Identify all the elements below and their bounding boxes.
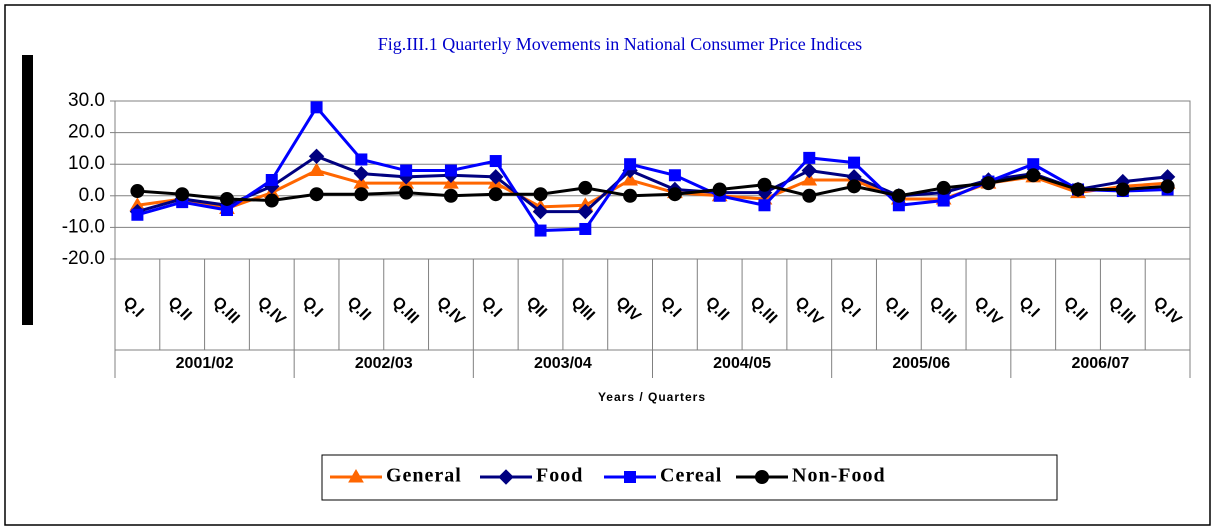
data-point [712,182,727,197]
data-point [848,156,861,169]
data-point [667,187,682,202]
data-point [1115,182,1130,197]
data-point [488,169,504,185]
legend-marker [755,470,769,484]
legend-label: Cereal [660,465,722,487]
x-axis-title: Years / Quarters [598,390,706,404]
data-point [1026,168,1041,183]
legend-label: General [386,465,462,487]
data-point [354,187,369,202]
data-point [577,203,594,220]
group-label: 2003/04 [534,355,592,372]
data-point [1071,182,1086,197]
data-point [219,191,234,206]
data-point [355,153,368,166]
data-point [488,187,503,202]
data-point [624,158,637,171]
data-point [847,179,862,194]
group-label: 2001/02 [176,355,234,372]
data-point [622,172,638,186]
data-point [803,151,816,164]
data-point [578,180,593,195]
data-point [265,174,278,186]
side-bar [22,55,33,325]
group-label: 2006/07 [1071,355,1129,372]
legend-label: Food [536,465,583,487]
chart-title: Fig.III.1 Quarterly Movements in Nationa… [378,34,862,54]
data-point [131,208,144,221]
series-line [137,173,1168,203]
data-point [309,187,324,202]
y-tick-label: -20.0 [62,248,105,269]
legend-box [321,454,1058,501]
legend-marker [624,471,636,483]
group-label: 2004/05 [713,355,771,372]
data-point [533,187,548,202]
data-point [981,176,996,191]
y-tick-label: 20.0 [68,122,105,143]
y-tick-label: -10.0 [62,216,105,237]
data-point [802,188,817,203]
data-point [534,224,547,237]
data-point [891,188,906,203]
data-point [623,188,638,203]
y-tick-label: 30.0 [68,90,105,111]
data-point [264,193,279,208]
data-point [758,199,771,212]
y-tick-label: 0.0 [79,185,105,206]
series-line [136,104,1168,233]
data-point [353,165,370,182]
data-point [579,222,592,235]
data-point [130,184,145,199]
data-point [220,204,233,217]
data-point [444,164,457,177]
legend-marker [348,469,364,483]
group-label: 2005/06 [892,355,950,372]
data-point [1160,179,1175,194]
y-tick-label: 10.0 [68,153,105,174]
data-point [532,203,549,220]
data-point [443,188,458,203]
data-point [308,162,325,177]
group-label: 2002/03 [355,355,413,372]
data-point [489,155,502,168]
data-point [937,194,950,207]
data-point [801,172,818,186]
data-point [668,169,681,182]
data-point [936,180,951,195]
data-point [757,177,772,192]
data-point [308,148,325,165]
legend-marker [498,469,514,485]
data-point [310,101,323,114]
data-point [175,187,190,202]
data-point [399,185,414,200]
legend-label: Non-Food [792,465,886,487]
data-point [1027,158,1040,171]
data-point [400,164,413,177]
data-point [801,162,817,179]
